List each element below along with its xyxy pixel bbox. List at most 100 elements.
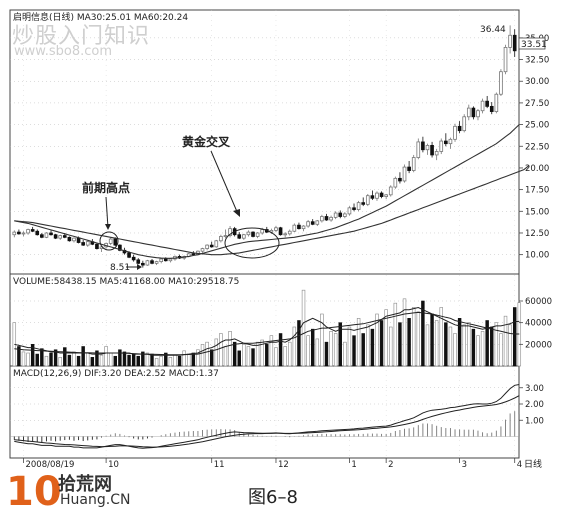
candle-body (425, 144, 430, 151)
volume-bar (485, 320, 489, 367)
logo-domain: Huang.CN (60, 492, 131, 508)
candle-body (306, 221, 310, 227)
annotation-prior-high: 前期高点 (82, 180, 130, 195)
candle-body (462, 116, 467, 132)
candle-body (53, 234, 58, 239)
volume-bar (187, 353, 191, 367)
volume-bar (108, 352, 113, 367)
volume-bar (453, 333, 457, 367)
volume-bar (421, 300, 425, 367)
candle-body (356, 202, 361, 210)
volume-bar (113, 355, 118, 367)
candle-body (49, 232, 53, 236)
candle-body (17, 231, 21, 235)
logo-number: 10 (6, 469, 62, 515)
ma-slow-line (14, 165, 529, 256)
volume-bar (503, 315, 508, 367)
candle-body (485, 100, 489, 107)
volume-bar (434, 320, 439, 367)
high-price-label: 36.44 (480, 25, 506, 35)
candle-body (228, 228, 232, 236)
candle-body (292, 224, 297, 232)
price-tick-label: 12.50 (525, 229, 549, 239)
x-tick-label: 11 (214, 460, 225, 470)
volume-tick-label: 40000 (525, 319, 552, 329)
volume-ma5-line (14, 306, 520, 356)
candle-body (421, 141, 425, 151)
candle-body (21, 232, 26, 235)
volume-bar (389, 326, 393, 367)
volume-bar (361, 333, 365, 367)
volume-bar (76, 355, 81, 367)
volume-bar (205, 341, 209, 367)
volume-bar (237, 350, 241, 367)
candle-body (242, 234, 246, 239)
macd-dea-line (14, 395, 520, 448)
candle-body (260, 229, 265, 234)
volume-bar (168, 357, 173, 367)
candle-body (159, 258, 164, 262)
candle-body (136, 259, 141, 264)
candle-body (315, 220, 320, 225)
volume-header: VOLUME:58438.15 MA5:41168.00 MA10:29518.… (13, 277, 239, 287)
volume-tick-label: 20000 (525, 340, 552, 350)
volume-tick-label: 60000 (525, 297, 552, 307)
x-tick-label: 3 (462, 460, 467, 470)
candle-body (113, 238, 118, 246)
volume-bar (81, 346, 85, 367)
x-tick-label: 10 (108, 460, 119, 470)
volume-bar (490, 326, 494, 367)
candle-body (223, 235, 228, 237)
candle-body (200, 248, 205, 252)
grid (10, 10, 519, 458)
candle-body (12, 231, 17, 236)
volume-bar (439, 307, 443, 367)
volume-bar (255, 341, 260, 367)
candle-body (58, 235, 63, 239)
candle-body (365, 195, 370, 205)
price-tick-label: 27.50 (525, 99, 549, 109)
candle-body (499, 71, 503, 95)
x-tick-label: 12 (278, 460, 289, 470)
volume-ma10-line (14, 311, 520, 356)
candle-body (448, 138, 453, 145)
candle-body (154, 261, 159, 264)
last-price-label: 33.51 (521, 40, 547, 50)
volume-bar (499, 333, 503, 367)
candle-body (141, 262, 145, 266)
candle-body (439, 140, 444, 152)
volume-bar (356, 318, 361, 367)
candle-body (352, 207, 356, 210)
volume-bar (136, 355, 140, 367)
candle-body (416, 141, 421, 158)
candle-body (145, 260, 150, 266)
volume-bar (444, 322, 448, 367)
candle-body (398, 177, 402, 182)
volume-bar (416, 311, 421, 367)
price-tick-label: 15.00 (525, 207, 549, 217)
volume-bar (53, 349, 58, 367)
candle-body (411, 157, 416, 171)
candle-body (62, 235, 67, 238)
price-tick-label: 32.50 (525, 56, 549, 66)
candle-body (379, 192, 384, 197)
volume-bar (283, 346, 287, 367)
candle-body (278, 227, 283, 236)
candle-body (214, 240, 219, 248)
volume-bar (347, 326, 352, 367)
volume-bar (494, 322, 499, 367)
volume-bar (214, 338, 219, 367)
annotation-golden-cross: 黄金交叉 (182, 134, 231, 149)
candle-body (219, 236, 223, 242)
volume-bar (228, 331, 232, 367)
candle-body (489, 105, 494, 112)
volume-bar (379, 320, 384, 367)
candle-body (512, 34, 517, 52)
price-candles (12, 25, 517, 268)
volume-bar (480, 331, 485, 367)
price-tick-label: 10.00 (525, 251, 549, 261)
candle-body (402, 166, 407, 182)
volume-bar (402, 298, 407, 367)
